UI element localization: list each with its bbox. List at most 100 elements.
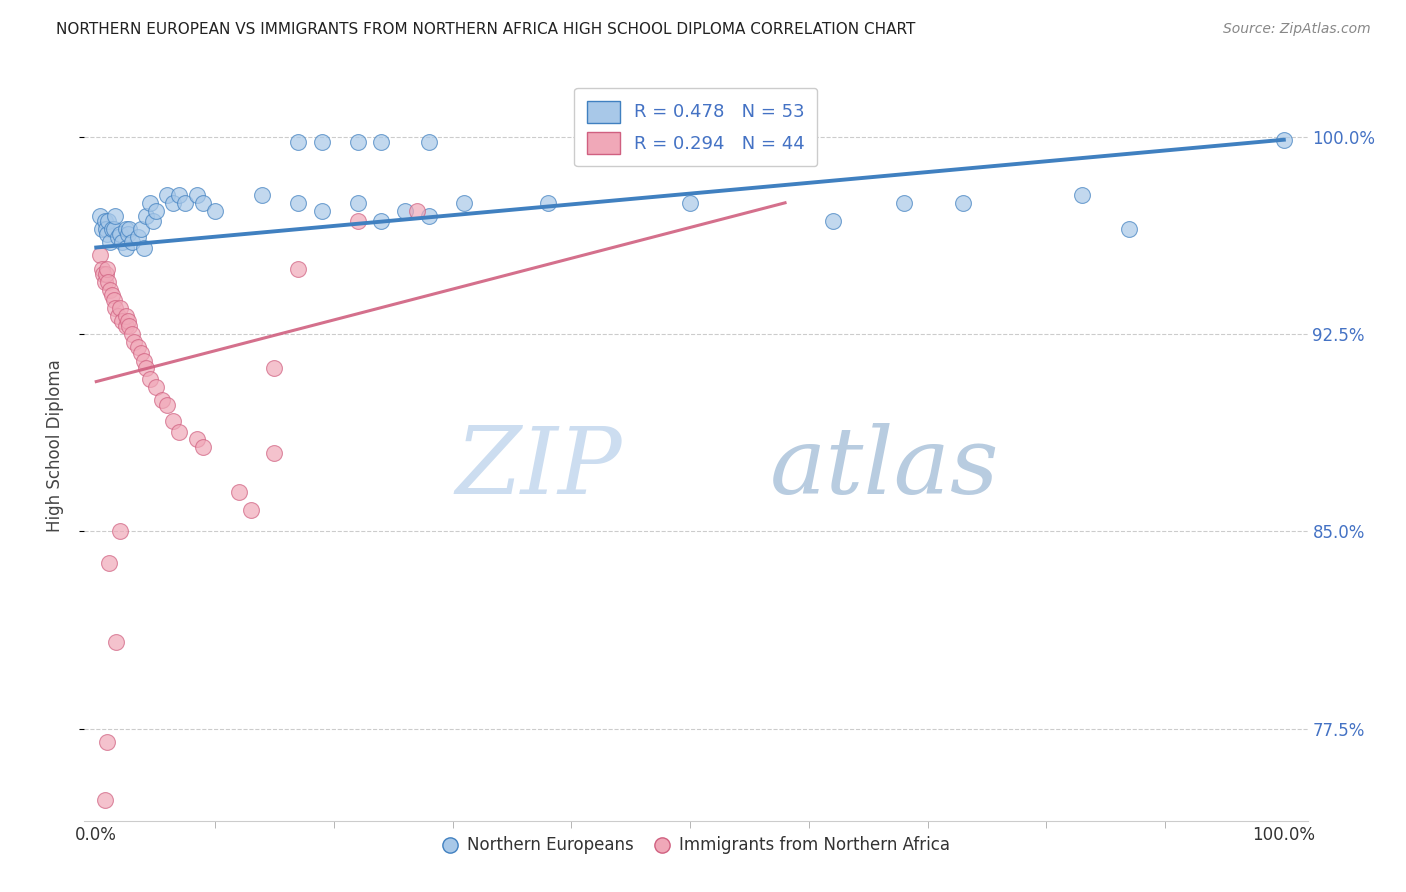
Point — [1118, 222, 1140, 236]
Text: Source: ZipAtlas.com: Source: ZipAtlas.com — [1223, 22, 1371, 37]
Point — [121, 235, 143, 250]
Point — [97, 214, 120, 228]
Point — [311, 136, 333, 150]
Point — [156, 188, 179, 202]
Point — [118, 222, 141, 236]
Point — [96, 261, 118, 276]
Point — [111, 235, 134, 250]
Point — [122, 335, 145, 350]
Point — [115, 319, 138, 334]
Point — [104, 209, 127, 223]
Point — [893, 195, 915, 210]
Point — [406, 203, 429, 218]
Point — [156, 398, 179, 412]
Point — [98, 556, 121, 570]
Point — [100, 222, 122, 236]
Point — [394, 203, 416, 218]
Point — [191, 195, 214, 210]
Point — [94, 222, 117, 236]
Point — [108, 227, 131, 242]
Point — [191, 440, 214, 454]
Point — [186, 188, 208, 202]
Point — [117, 314, 139, 328]
Y-axis label: High School Diploma: High School Diploma — [45, 359, 63, 533]
Point — [135, 209, 157, 223]
Point — [100, 235, 122, 250]
Point — [138, 372, 160, 386]
Point — [132, 240, 155, 254]
Point — [91, 222, 114, 236]
Point — [311, 203, 333, 218]
Point — [453, 195, 475, 210]
Point — [370, 136, 392, 150]
Point — [135, 361, 157, 376]
Point — [346, 195, 368, 210]
Point — [162, 414, 184, 428]
Text: ZIP: ZIP — [456, 424, 623, 514]
Point — [1071, 188, 1094, 202]
Point — [263, 361, 285, 376]
Point — [132, 353, 155, 368]
Point — [108, 524, 131, 539]
Point — [107, 309, 129, 323]
Point — [186, 433, 208, 447]
Point — [952, 195, 974, 210]
Point — [287, 136, 309, 150]
Point — [370, 214, 392, 228]
Point — [821, 214, 844, 228]
Point — [418, 136, 440, 150]
Point — [118, 319, 141, 334]
Point — [145, 203, 167, 218]
Point — [142, 214, 165, 228]
Point — [162, 195, 184, 210]
Point — [96, 735, 118, 749]
Point — [115, 309, 138, 323]
Point — [93, 267, 115, 281]
Point — [536, 195, 558, 210]
Point — [174, 195, 197, 210]
Point — [239, 503, 262, 517]
Point — [103, 293, 125, 307]
Point — [287, 195, 309, 210]
Point — [115, 222, 138, 236]
Point — [150, 392, 173, 407]
Point — [108, 301, 131, 315]
Legend: Northern Europeans, Immigrants from Northern Africa: Northern Europeans, Immigrants from Nort… — [436, 830, 956, 861]
Point — [107, 230, 129, 244]
Point — [103, 222, 125, 236]
Point — [131, 345, 153, 359]
Point — [346, 214, 368, 228]
Point — [97, 275, 120, 289]
Point — [679, 195, 702, 210]
Point — [1272, 133, 1295, 147]
Text: NORTHERN EUROPEAN VS IMMIGRANTS FROM NORTHERN AFRICA HIGH SCHOOL DIPLOMA CORRELA: NORTHERN EUROPEAN VS IMMIGRANTS FROM NOR… — [56, 22, 915, 37]
Point — [228, 485, 250, 500]
Point — [287, 261, 309, 276]
Point — [127, 340, 149, 354]
Point — [263, 445, 285, 459]
Point — [93, 275, 115, 289]
Point — [169, 188, 191, 202]
Point — [418, 209, 440, 223]
Point — [169, 425, 191, 439]
Point — [121, 327, 143, 342]
Point — [93, 214, 115, 228]
Point — [252, 188, 274, 202]
Point — [96, 227, 118, 242]
Point — [100, 283, 122, 297]
Point — [204, 203, 226, 218]
Point — [91, 261, 114, 276]
Point — [89, 209, 111, 223]
Text: atlas: atlas — [769, 424, 998, 514]
Point — [115, 240, 138, 254]
Point — [346, 136, 368, 150]
Point — [100, 288, 122, 302]
Point — [94, 267, 117, 281]
Point — [117, 227, 139, 242]
Point — [105, 635, 128, 649]
Point — [145, 380, 167, 394]
Point — [93, 792, 115, 806]
Point — [104, 301, 127, 315]
Point — [111, 314, 134, 328]
Point — [131, 222, 153, 236]
